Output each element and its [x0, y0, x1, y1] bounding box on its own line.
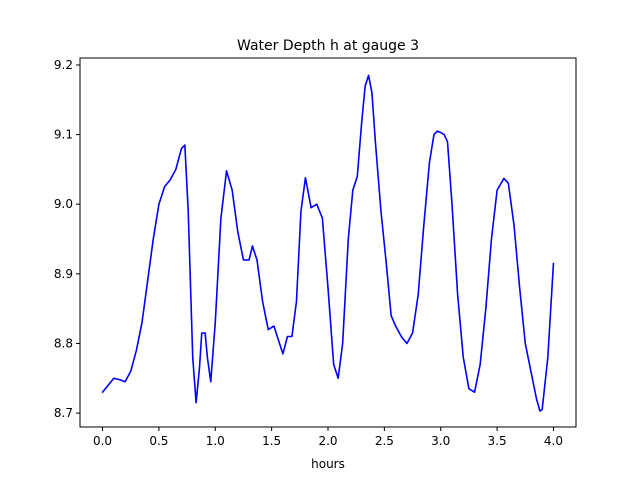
y-tick-label: 9.2	[54, 58, 73, 72]
series-line-0	[101, 74, 555, 412]
x-axis: 0.0 0.5 1.0 1.5 2.0 2.5 3.0 3.5 4.0	[93, 427, 563, 448]
x-tick-label: 1.0	[206, 434, 225, 448]
x-tick-label: 3.5	[488, 434, 507, 448]
x-tick-label: 2.0	[318, 434, 337, 448]
plot-frame	[79, 57, 577, 428]
y-tick-label: 9.0	[54, 197, 73, 211]
x-tick-label: 3.0	[431, 434, 450, 448]
x-axis-label: hours	[311, 457, 345, 471]
y-tick-label: 8.9	[54, 267, 73, 281]
plot-area	[79, 57, 577, 428]
chart-title: Water Depth h at gauge 3	[237, 38, 419, 54]
y-axis: 8.7 8.8 8.9 9.0 9.1 9.2	[54, 58, 80, 420]
x-tick-label: 0.0	[93, 434, 112, 448]
x-tick-label: 0.5	[149, 434, 168, 448]
x-tick-label: 1.5	[262, 434, 281, 448]
x-tick-label: 4.0	[544, 434, 563, 448]
y-tick-label: 9.1	[54, 128, 73, 142]
x-tick-label: 2.5	[375, 434, 394, 448]
y-tick-label: 8.7	[54, 406, 73, 420]
y-tick-label: 8.8	[54, 336, 73, 350]
